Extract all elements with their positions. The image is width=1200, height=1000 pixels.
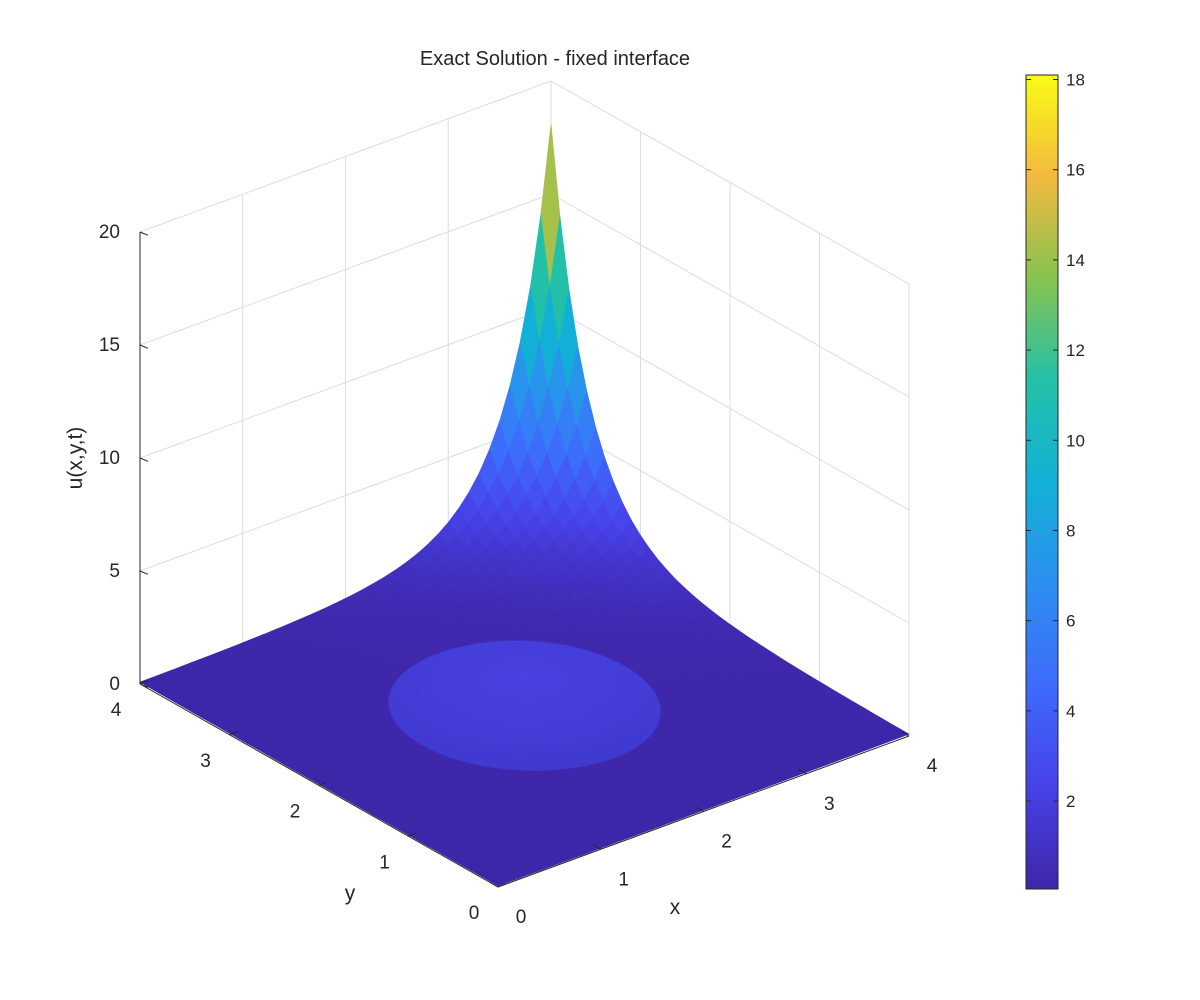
x-tick-label: 0 — [516, 907, 527, 928]
z-tick — [139, 570, 149, 575]
colorbar-gradient — [1025, 74, 1059, 890]
x-tick-label: 3 — [824, 794, 835, 815]
colorbar-tick-label: 4 — [1066, 702, 1075, 721]
y-tick — [497, 883, 507, 888]
y-tick-label: 0 — [469, 903, 480, 924]
axes — [139, 231, 910, 888]
colorbar-tick-label: 2 — [1066, 792, 1075, 811]
y-tick — [229, 730, 238, 736]
colorbar-tick-label: 10 — [1066, 431, 1085, 450]
colorbar: 2 4 6 8 10 12 14 16 18 — [1025, 71, 1085, 890]
surface — [139, 123, 910, 887]
x-tick-label: 4 — [927, 756, 938, 777]
y-tick — [408, 832, 417, 837]
x-tick — [592, 844, 601, 850]
z-tick-label: 10 — [99, 448, 120, 469]
tick-labels: 0 1 2 3 4 0 1 2 3 4 0 5 10 15 20 — [99, 222, 938, 928]
z-axis-label: u(x,y,t) — [64, 427, 87, 490]
y-axis-label: y — [345, 882, 356, 905]
y-tick-label: 1 — [379, 852, 390, 873]
colorbar-tick-label: 8 — [1066, 521, 1075, 540]
colorbar-tick-label: 14 — [1066, 251, 1085, 270]
x-tick — [798, 768, 807, 775]
z-tick-label: 20 — [99, 222, 120, 243]
colorbar-tick-label: 12 — [1066, 341, 1085, 360]
z-tick-label: 5 — [109, 561, 120, 582]
y-tick-label: 2 — [290, 802, 301, 823]
colorbar-tick-label: 18 — [1066, 71, 1085, 90]
y-tick — [139, 680, 149, 685]
z-tick-label: 0 — [109, 674, 120, 695]
y-tick — [318, 781, 328, 786]
z-tick — [139, 231, 149, 236]
x-tick — [900, 731, 910, 737]
z-tick — [139, 457, 149, 462]
colorbar-tick-label: 6 — [1066, 612, 1075, 631]
z-tick-label: 15 — [99, 335, 120, 356]
x-tick-label: 2 — [721, 832, 732, 853]
x-tick — [489, 882, 499, 888]
surface-patch — [488, 876, 510, 887]
grid-line — [139, 80, 910, 285]
x-tick-label: 1 — [618, 869, 629, 890]
interface-circle — [388, 640, 661, 771]
x-axis-label: x — [670, 896, 681, 919]
x-tick — [695, 806, 704, 812]
colorbar-tick-label: 16 — [1066, 161, 1085, 180]
y-tick-label: 3 — [200, 751, 211, 772]
z-tick — [139, 683, 149, 688]
z-tick — [139, 344, 149, 349]
chart-title: Exact Solution - fixed interface — [420, 48, 690, 70]
y-tick-label: 4 — [111, 700, 122, 721]
